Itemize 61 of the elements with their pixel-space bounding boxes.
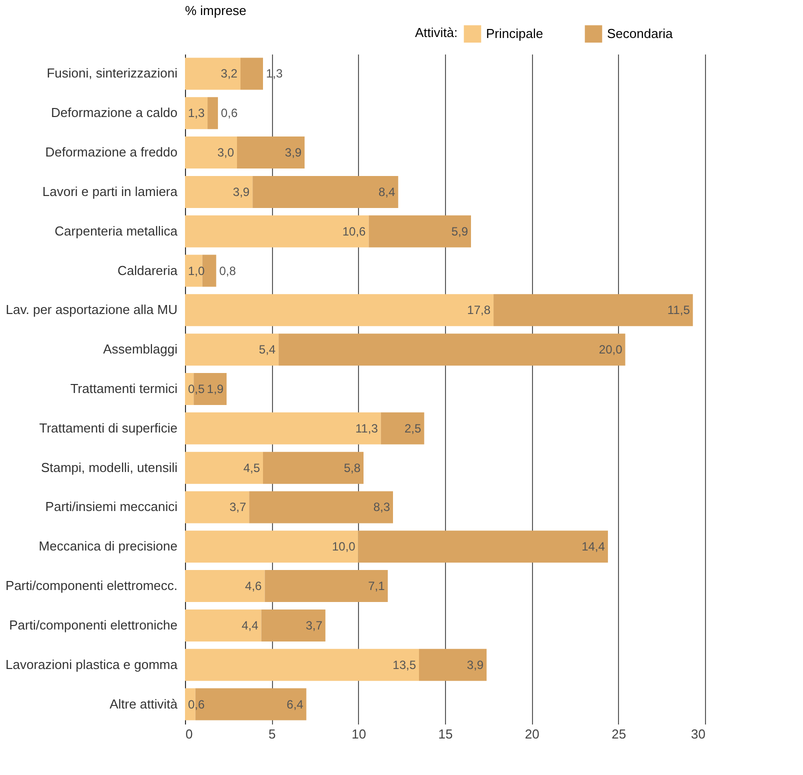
x-tick-label: 20 [524, 726, 540, 742]
x-tick-label: 30 [691, 726, 706, 742]
data-label: 17,8 [467, 303, 491, 318]
y-tick-label: Lavori e parti in lamiera [42, 184, 178, 199]
y-tick-label: Lavorazioni plastica e gomma [6, 656, 178, 672]
y-tick-label: Caldareria [118, 262, 178, 278]
data-label: 3,9 [232, 184, 250, 199]
data-label: 3,7 [229, 500, 246, 514]
y-tick-label: Deformazione a caldo [51, 105, 178, 120]
y-tick-label: Parti/componenti elettromecc. [6, 578, 178, 594]
data-label: 5,9 [451, 224, 468, 238]
y-tick-label: Fusioni, sinterizzazioni [46, 66, 178, 81]
y-tick-label: Lav. per asportazione alla MU [6, 302, 178, 318]
y-tick-label: Carpenteria metallica [54, 223, 178, 238]
data-label: 0,5 [188, 382, 206, 396]
data-label: 10,6 [342, 224, 366, 238]
data-label: 8,3 [373, 500, 390, 514]
x-tick-label: 5 [268, 726, 276, 742]
legend-title: Attività: [415, 25, 458, 40]
legend-label: Secondaria [607, 26, 674, 41]
x-tick-label: 15 [438, 726, 453, 742]
x-tick-label: 0 [186, 726, 193, 742]
data-label: 13,5 [392, 658, 416, 672]
data-label: 0,8 [219, 264, 236, 278]
data-label: 10,0 [332, 540, 356, 554]
y-tick-label: Parti/insiemi meccanici [45, 499, 178, 514]
data-label: 3,7 [306, 618, 323, 632]
data-label: 0,6 [220, 106, 238, 120]
data-label: 14,4 [582, 540, 606, 554]
data-label: 4,5 [243, 460, 260, 475]
data-label: 11,3 [355, 421, 378, 436]
y-tick-label: Trattamenti termici [70, 381, 178, 396]
data-label: 2,5 [404, 421, 422, 436]
x-axis-title: % imprese [185, 3, 246, 18]
y-tick-label: Trattamenti di superficie [39, 420, 178, 436]
data-label: 5,8 [344, 460, 361, 475]
data-label: 1,9 [206, 382, 224, 396]
data-label: 5,4 [258, 342, 276, 357]
data-label: 7,1 [368, 579, 386, 594]
data-label: 3,9 [466, 658, 484, 672]
y-tick-label: Stampi, modelli, utensili [40, 460, 178, 475]
x-tick-label: 10 [352, 726, 366, 742]
data-label: 20,0 [598, 342, 623, 357]
data-label: 8,4 [378, 184, 396, 199]
data-label: 0,6 [188, 697, 206, 712]
data-label: 1,0 [188, 264, 206, 278]
x-tick-label: 25 [612, 726, 626, 742]
y-tick-label: Parti/componenti elettroniche [9, 617, 178, 632]
data-label: 6,4 [286, 697, 304, 712]
data-label: 4,6 [245, 579, 262, 594]
data-label: 11,5 [667, 303, 690, 318]
data-label: 3,9 [284, 146, 302, 160]
data-label: 3,0 [217, 146, 234, 160]
data-label: 1,3 [188, 106, 206, 120]
y-tick-label: Meccanica di precisione [38, 538, 178, 554]
data-label: 4,4 [242, 618, 259, 632]
y-tick-label: Deformazione a freddo [45, 144, 178, 160]
data-label: 3,2 [220, 66, 238, 81]
legend-label: Principale [486, 26, 544, 41]
y-tick-label: Assemblaggi [103, 342, 178, 357]
y-tick-label: Altre attività [110, 696, 178, 712]
